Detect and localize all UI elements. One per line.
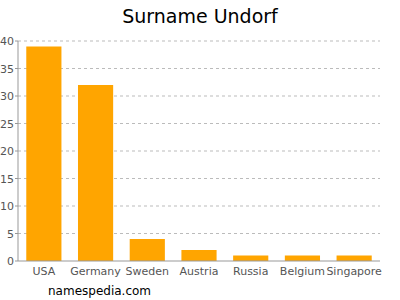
x-tick-label: Sweden — [126, 265, 169, 278]
bar — [285, 256, 320, 262]
y-axis — [18, 41, 19, 261]
annotation: namespedia.com — [48, 284, 151, 298]
x-tick-label: Germany — [70, 265, 121, 278]
background — [0, 0, 400, 300]
x-tick-label: Belgium — [280, 265, 325, 278]
grid-line — [18, 151, 380, 152]
y-tick-label: 0 — [7, 255, 14, 268]
y-tick-label: 10 — [0, 200, 14, 213]
title: Surname Undorf — [122, 5, 279, 27]
x-axis — [18, 261, 380, 262]
bar — [233, 256, 268, 262]
bar — [181, 250, 216, 261]
y-tick-label: 30 — [0, 90, 14, 103]
y-tick-label: 5 — [7, 228, 14, 241]
x-tick-label: Singapore — [326, 265, 382, 278]
grid-line — [18, 178, 380, 179]
bar — [130, 239, 165, 261]
grid-line — [18, 233, 380, 234]
grid-line — [18, 206, 380, 207]
bars — [26, 47, 371, 262]
bar — [337, 256, 372, 262]
grid-line — [18, 41, 380, 42]
x-tick-label: Austria — [180, 265, 219, 278]
y-tick-label: 25 — [0, 118, 14, 131]
grid-line — [18, 96, 380, 97]
grid-line — [18, 123, 380, 124]
y-tick-label: 40 — [0, 35, 14, 48]
bar — [78, 85, 113, 261]
grid-line — [18, 68, 380, 69]
y-tick-label: 35 — [0, 63, 14, 76]
x-tick-label: USA — [32, 265, 55, 278]
y-tick-label: 20 — [0, 145, 14, 158]
chart: Surname Undorf 0 5 10 15 20 25 30 35 40 USA Germany… — [0, 0, 400, 300]
x-tick-label: Russia — [233, 265, 268, 278]
y-tick-label: 15 — [0, 173, 14, 186]
bar — [26, 47, 61, 262]
